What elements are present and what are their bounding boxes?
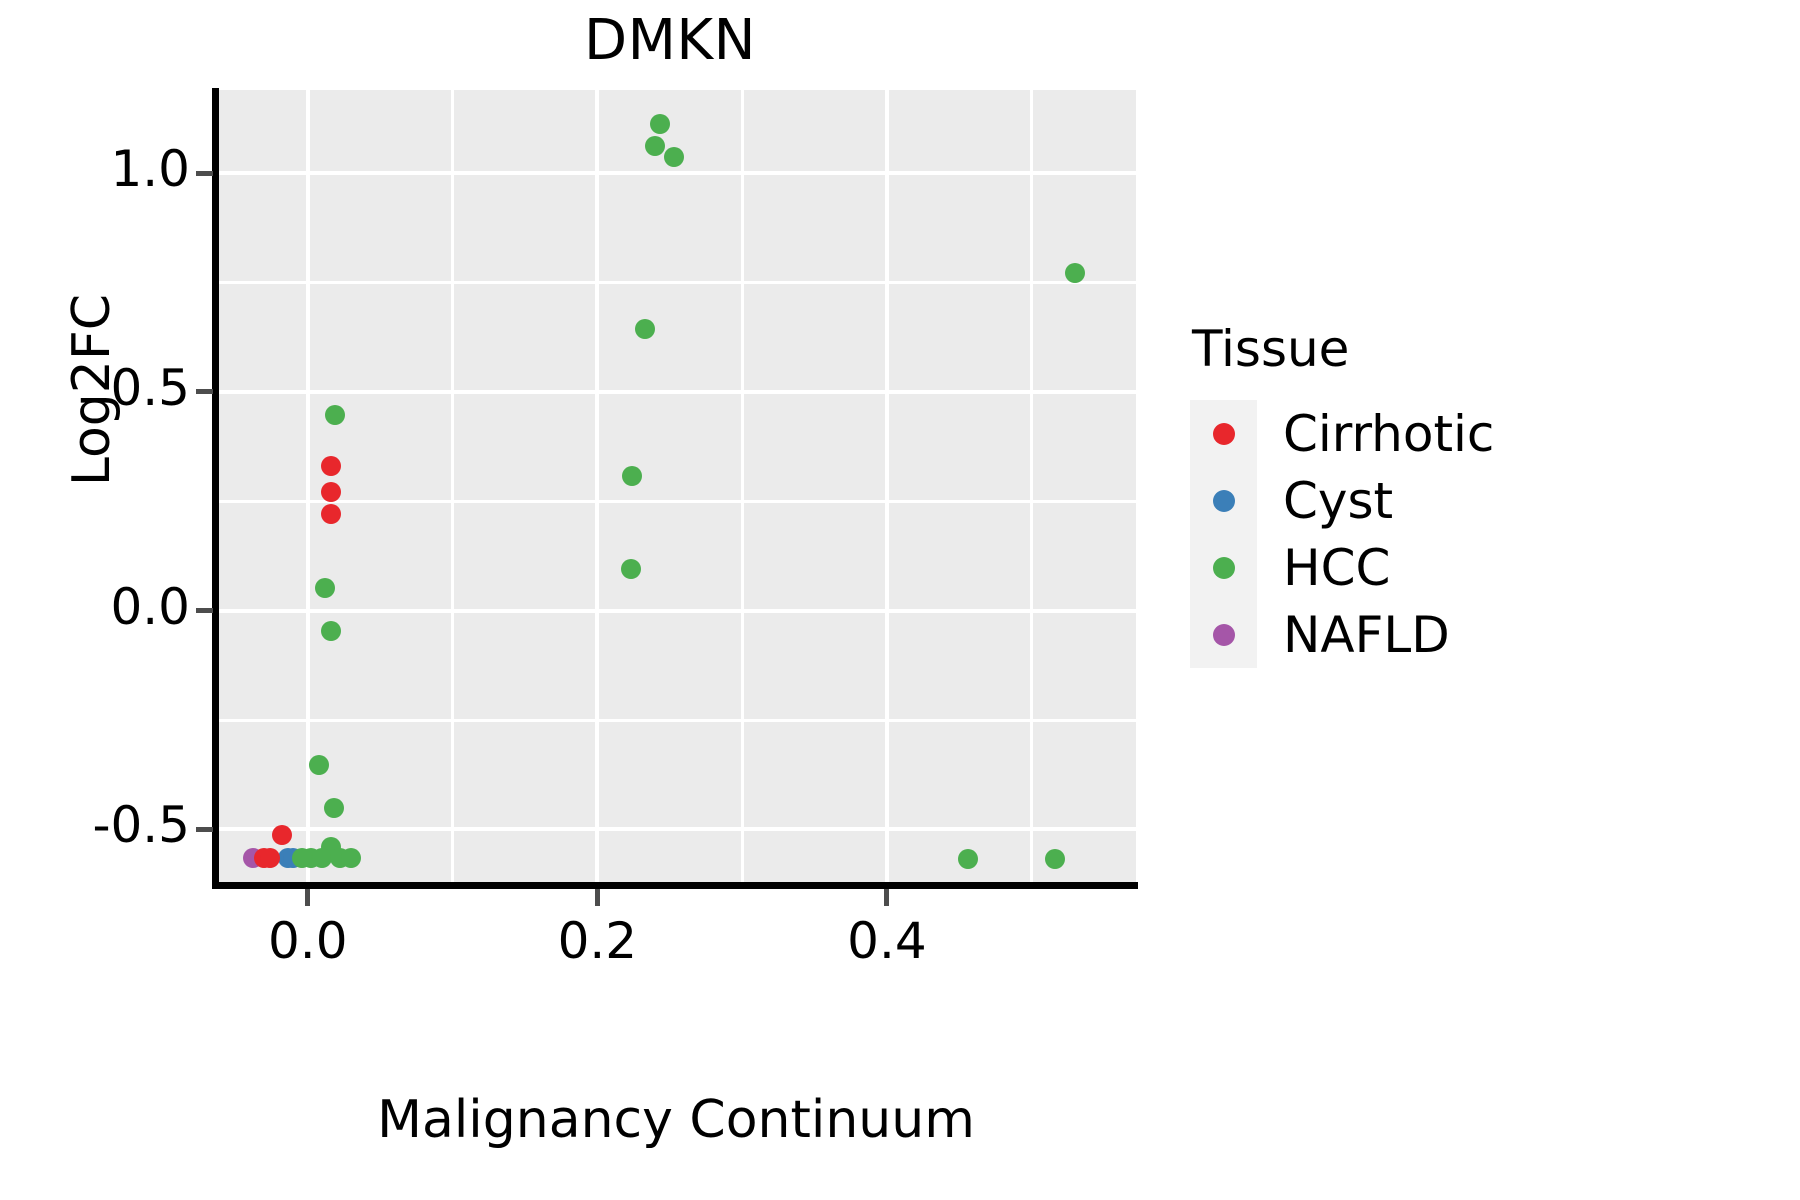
legend-dot-icon (1212, 623, 1235, 646)
data-point-cirrhotic (260, 848, 281, 869)
y-axis-tick-label: 0.0 (110, 577, 190, 636)
gridline-major-horizontal (218, 171, 1136, 176)
y-axis-tick (196, 389, 213, 395)
data-point-hcc (323, 798, 344, 819)
legend-item-label: HCC (1283, 538, 1391, 597)
data-point-cirrhotic (320, 481, 341, 502)
data-point-hcc (649, 114, 670, 135)
y-axis-tick-label: -0.5 (92, 796, 190, 855)
gridline-minor-horizontal (218, 718, 1136, 722)
x-axis-tick-label: 0.0 (268, 912, 348, 970)
gridline-minor-vertical (1030, 90, 1034, 882)
data-point-hcc (341, 848, 362, 869)
legend: Tissue Cirrhotic Cyst HCC NAFLD (1190, 320, 1790, 668)
x-axis-tick-label: 0.2 (557, 912, 638, 970)
gridline-minor-vertical (740, 90, 744, 882)
gridline-minor-vertical (451, 90, 455, 882)
legend-item-nafld[interactable]: NAFLD (1190, 601, 1790, 668)
gridline-minor-horizontal (218, 499, 1136, 503)
data-point-hcc (1044, 849, 1065, 870)
data-point-cirrhotic (320, 456, 341, 477)
data-point-hcc (622, 465, 643, 486)
y-axis-tick (196, 608, 213, 614)
data-point-hcc (315, 577, 336, 598)
data-point-hcc (312, 848, 333, 869)
y-axis-tick-label: 0.5 (110, 358, 190, 417)
y-axis-tick-label: 1.0 (110, 140, 190, 199)
legend-item-label: Cyst (1283, 471, 1394, 530)
gridline-major-horizontal (218, 608, 1136, 613)
x-axis-title: Malignancy Continuum (377, 1090, 975, 1150)
legend-key-swatch (1190, 400, 1257, 467)
x-axis-tick (884, 889, 890, 906)
legend-dot-icon (1212, 489, 1235, 512)
data-point-cirrhotic (320, 503, 341, 524)
legend-item-cirrhotic[interactable]: Cirrhotic (1190, 400, 1790, 467)
gridline-major-vertical (884, 90, 889, 882)
data-point-hcc (309, 754, 330, 775)
x-axis-tick (305, 889, 311, 906)
y-axis-line (212, 88, 219, 888)
gridline-major-horizontal (218, 389, 1136, 394)
y-axis-tick (196, 826, 213, 832)
gridline-major-horizontal (218, 827, 1136, 832)
legend-item-label: NAFLD (1283, 605, 1450, 664)
data-point-cirrhotic (271, 824, 292, 845)
legend-title: Tissue (1192, 320, 1350, 378)
data-point-hcc (325, 404, 346, 425)
plot-panel (218, 90, 1136, 882)
x-axis-tick-label: 0.4 (847, 912, 927, 970)
x-axis-line (212, 882, 1138, 889)
gridline-major-vertical (305, 90, 310, 882)
data-point-hcc (645, 136, 666, 156)
data-point-hcc (620, 558, 641, 579)
data-point-hcc (958, 849, 979, 870)
data-point-hcc (1065, 262, 1086, 283)
legend-items: Cirrhotic Cyst HCC NAFLD (1190, 400, 1790, 668)
gridline-major-vertical (595, 90, 600, 882)
legend-dot-icon (1212, 556, 1235, 579)
data-point-hcc (291, 848, 312, 869)
data-point-hcc (320, 620, 341, 641)
legend-key-swatch (1190, 601, 1257, 668)
legend-item-cyst[interactable]: Cyst (1190, 467, 1790, 534)
legend-key-swatch (1190, 534, 1257, 601)
gridline-minor-horizontal (218, 281, 1136, 285)
legend-dot-icon (1212, 422, 1235, 445)
x-axis-tick (594, 889, 600, 906)
legend-key-swatch (1190, 467, 1257, 534)
data-point-hcc (635, 318, 656, 339)
y-axis-tick (196, 170, 213, 176)
page-title: DMKN (583, 8, 757, 73)
data-point-hcc (664, 147, 685, 168)
legend-item-label: Cirrhotic (1283, 404, 1495, 463)
legend-item-hcc[interactable]: HCC (1190, 534, 1790, 601)
